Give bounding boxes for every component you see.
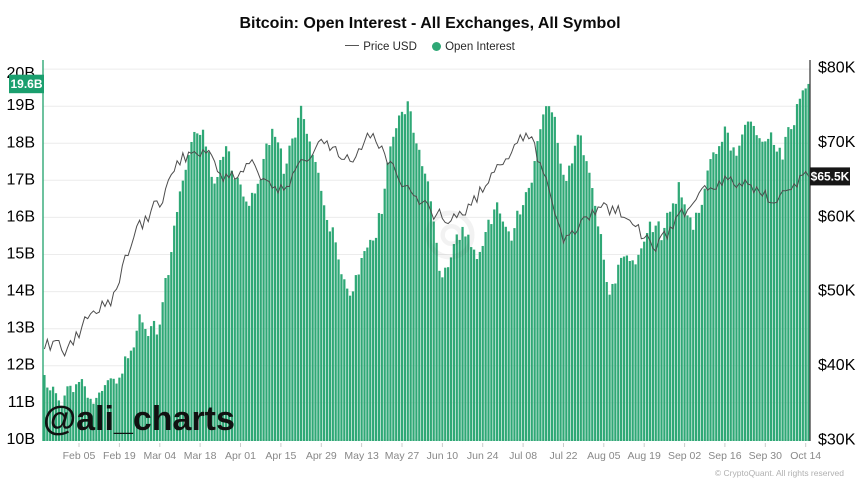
- svg-text:Sep 30: Sep 30: [749, 450, 782, 462]
- svg-text:$60K: $60K: [818, 208, 856, 225]
- svg-text:17B: 17B: [7, 171, 35, 188]
- svg-text:Jul 22: Jul 22: [549, 450, 577, 462]
- svg-text:Feb 05: Feb 05: [63, 450, 96, 462]
- svg-text:19.6B: 19.6B: [10, 77, 42, 91]
- svg-text:Mar 18: Mar 18: [184, 450, 217, 462]
- svg-text:19B: 19B: [7, 97, 35, 114]
- svg-text:Apr 01: Apr 01: [225, 450, 256, 462]
- svg-text:Oct 14: Oct 14: [790, 450, 821, 462]
- svg-text:$70K: $70K: [818, 134, 856, 151]
- svg-text:Apr 29: Apr 29: [306, 450, 337, 462]
- svg-text:Feb 19: Feb 19: [103, 450, 136, 462]
- svg-text:Jun 10: Jun 10: [427, 450, 459, 462]
- svg-text:14B: 14B: [7, 283, 35, 300]
- svg-text:$40K: $40K: [818, 357, 856, 374]
- svg-text:11B: 11B: [8, 394, 35, 411]
- svg-text:$65.5K: $65.5K: [811, 170, 850, 184]
- svg-text:13B: 13B: [7, 320, 35, 337]
- svg-text:Aug 19: Aug 19: [628, 450, 661, 462]
- svg-text:12B: 12B: [7, 357, 35, 374]
- svg-text:@ali_charts: @ali_charts: [43, 400, 235, 438]
- svg-text:10B: 10B: [7, 431, 35, 448]
- svg-text:$30K: $30K: [818, 432, 856, 449]
- svg-text:Jun 24: Jun 24: [467, 450, 499, 462]
- svg-text:Mar 04: Mar 04: [143, 450, 176, 462]
- svg-text:18B: 18B: [7, 134, 35, 151]
- svg-text:$80K: $80K: [818, 60, 856, 77]
- svg-text:Sep 02: Sep 02: [668, 450, 701, 462]
- svg-text:$50K: $50K: [818, 283, 856, 300]
- svg-text:Jul 08: Jul 08: [509, 450, 537, 462]
- svg-text:16B: 16B: [7, 208, 35, 225]
- svg-text:Sep 16: Sep 16: [708, 450, 741, 462]
- svg-text:May 27: May 27: [385, 450, 420, 462]
- svg-text:15B: 15B: [7, 246, 35, 263]
- svg-text:Apr 15: Apr 15: [265, 450, 296, 462]
- svg-text:Aug 05: Aug 05: [587, 450, 620, 462]
- svg-text:May 13: May 13: [344, 450, 379, 462]
